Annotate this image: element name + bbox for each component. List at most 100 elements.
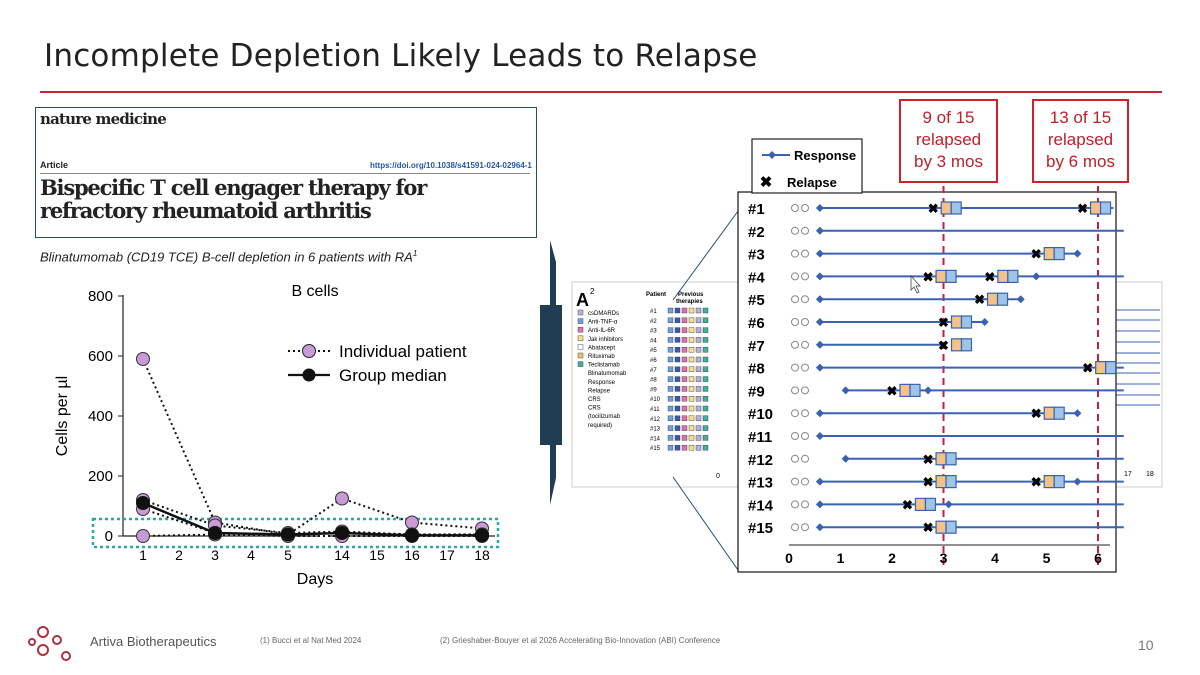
inset-legend-label: Rituximab bbox=[588, 354, 615, 360]
inset-therapy-swatch bbox=[667, 415, 674, 421]
inset-legend-label: required) bbox=[588, 423, 612, 429]
inset-legend-label: CRS bbox=[588, 397, 601, 403]
inset-legend-label: csDMARDs bbox=[588, 311, 619, 317]
inset-therapy-swatch bbox=[702, 307, 709, 314]
timeline-open-circle bbox=[801, 295, 809, 304]
timeline-open-circle bbox=[791, 226, 799, 235]
paper-title: Bispecific T cell engager therapy for re… bbox=[40, 176, 520, 222]
response-diamond bbox=[815, 340, 824, 349]
inset-rows: #1 #2 #3 #4 #5 #6 #7 #8 #9 #10 #11 #12 #13 #14 #15 bbox=[650, 307, 709, 452]
relapse-therapy-box bbox=[960, 338, 973, 352]
inset-therapy-swatch bbox=[674, 386, 681, 392]
timeline-patient-label: #11 bbox=[748, 429, 772, 446]
relapse-therapy-box bbox=[950, 315, 963, 329]
x-axis-label: Days bbox=[297, 571, 333, 588]
inset-therapy-swatch bbox=[695, 366, 702, 372]
inset-legend-label: CRS bbox=[588, 406, 601, 412]
relapse-therapy-box bbox=[914, 497, 927, 511]
y-tick-label-800: 800 bbox=[88, 288, 113, 305]
individual-patient-line bbox=[142, 358, 483, 536]
inset-therapy-swatch bbox=[674, 405, 681, 412]
inset-therapy-swatch bbox=[674, 445, 681, 451]
doi-link[interactable]: https://doi.org/10.1038/s41591-024-02964… bbox=[370, 161, 532, 170]
timeline-patient-label: #14 bbox=[748, 497, 774, 514]
response-diamond bbox=[815, 295, 824, 304]
zoom-connector-bottom bbox=[672, 476, 739, 571]
inset-legend-swatch bbox=[577, 335, 584, 342]
journal-name: nature medicine bbox=[40, 110, 167, 128]
inset-therapy-swatch bbox=[681, 366, 688, 372]
timeline-open-circle bbox=[791, 523, 799, 532]
paper-title-line1: Bispecific T cell engager therapy for bbox=[40, 175, 427, 200]
x-tick-label: 5 bbox=[284, 547, 292, 563]
relapse-timeline: #1 ✖ ✖ #2 #3 ✖ #4 ✖ ✖ #5 ✖ #6 ✖ #7 ✖ #8 ✖ #9 ✖ #10 ✖ #11 #12 ✖ #… bbox=[748, 150, 1124, 566]
inset-therapy-swatch bbox=[695, 396, 702, 402]
timeline-x-tick: 3 bbox=[940, 550, 948, 566]
inset-therapy-swatch bbox=[688, 366, 695, 372]
page-number: 10 bbox=[1138, 637, 1154, 653]
relapse-x-mark: ✖ bbox=[1082, 361, 1093, 376]
relapse-therapy-box bbox=[945, 520, 957, 534]
relapse-therapy-box bbox=[1007, 269, 1019, 283]
x-tick-label: 3 bbox=[211, 547, 219, 563]
timeline-open-circle bbox=[801, 318, 809, 326]
inset-legend-label: Blinatumomab bbox=[588, 371, 627, 377]
article-label: Article bbox=[40, 160, 69, 170]
inset-legend: csDMARDs Anti-TNF-α Anti-IL-6R Jak inhibito… bbox=[577, 309, 627, 429]
inset-patient-label: #15 bbox=[650, 446, 661, 452]
response-diamond bbox=[815, 226, 824, 235]
relapse-therapy-box bbox=[945, 269, 957, 283]
response-diamond bbox=[1016, 295, 1025, 304]
inset-therapy-swatch bbox=[681, 435, 688, 441]
legend-relapse-x-icon: ✖ bbox=[760, 174, 773, 191]
relapse-x-mark: ✖ bbox=[1031, 406, 1042, 421]
inset-legend-swatch bbox=[577, 344, 584, 350]
timeline-patient-label: #8 bbox=[748, 361, 765, 378]
mouse-cursor-icon bbox=[910, 274, 921, 294]
inset-patient-label: #13 bbox=[650, 427, 661, 433]
inset-axis-zero: 0 bbox=[716, 473, 720, 480]
inset-therapy-swatch bbox=[688, 337, 695, 343]
inset-therapy-swatch bbox=[667, 386, 674, 392]
y-axis-label: Cells per µl bbox=[54, 376, 71, 456]
inset-legend-label: (tocilizumab bbox=[588, 414, 621, 420]
inset-therapy-swatch bbox=[674, 366, 681, 372]
inset-therapy-swatch bbox=[667, 445, 674, 451]
inset-axis-17: 17 bbox=[1124, 471, 1132, 478]
inset-therapy-swatch bbox=[702, 366, 709, 372]
relapse-therapy-box bbox=[935, 452, 947, 466]
timeline-patient-label: #15 bbox=[748, 520, 773, 537]
timeline-open-circle bbox=[801, 477, 809, 486]
inset-legend-label: Response bbox=[588, 380, 616, 386]
inset-therapy-swatch bbox=[681, 317, 688, 323]
inset-therapy-swatch bbox=[674, 396, 681, 402]
inset-therapy-swatch bbox=[681, 376, 688, 382]
timeline-open-circle bbox=[801, 454, 809, 463]
relapse-x-mark: ✖ bbox=[923, 452, 934, 467]
inset-therapy-swatch bbox=[688, 396, 695, 402]
timeline-open-circle bbox=[801, 386, 809, 395]
callout2-line3: by 6 mos bbox=[1046, 152, 1115, 171]
inset-legend-label: Anti-TNF-α bbox=[588, 320, 618, 326]
y-ticks bbox=[118, 295, 123, 537]
timeline-open-circle bbox=[801, 272, 809, 281]
timeline-patient-label: #5 bbox=[748, 292, 765, 309]
relapse-therapy-box bbox=[1105, 361, 1117, 375]
company-name: Artiva Biotherapeutics bbox=[90, 634, 217, 649]
relapse-x-mark: ✖ bbox=[974, 292, 985, 307]
relapse-therapy-box bbox=[899, 383, 911, 397]
inset-therapy-swatch bbox=[702, 445, 709, 451]
response-diamond bbox=[841, 386, 850, 395]
inset-therapy-swatch bbox=[674, 337, 681, 343]
inset-therapy-swatch bbox=[667, 425, 674, 431]
timeline-x-tick: 5 bbox=[1043, 550, 1051, 566]
inset-patient-label: #6 bbox=[650, 358, 657, 364]
timeline-open-circle bbox=[791, 500, 799, 509]
inset-right-arrows bbox=[1116, 309, 1160, 406]
inset-therapy-swatch bbox=[688, 435, 695, 441]
inset-therapy-swatch bbox=[688, 307, 695, 314]
inset-therapy-swatch bbox=[695, 337, 702, 343]
timeline-open-circle bbox=[801, 340, 809, 349]
timeline-patient-label: #3 bbox=[748, 247, 765, 264]
x-tick-label: 18 bbox=[474, 547, 490, 563]
